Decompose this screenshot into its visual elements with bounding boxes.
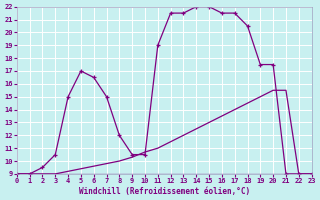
X-axis label: Windchill (Refroidissement éolien,°C): Windchill (Refroidissement éolien,°C) [79, 187, 250, 196]
